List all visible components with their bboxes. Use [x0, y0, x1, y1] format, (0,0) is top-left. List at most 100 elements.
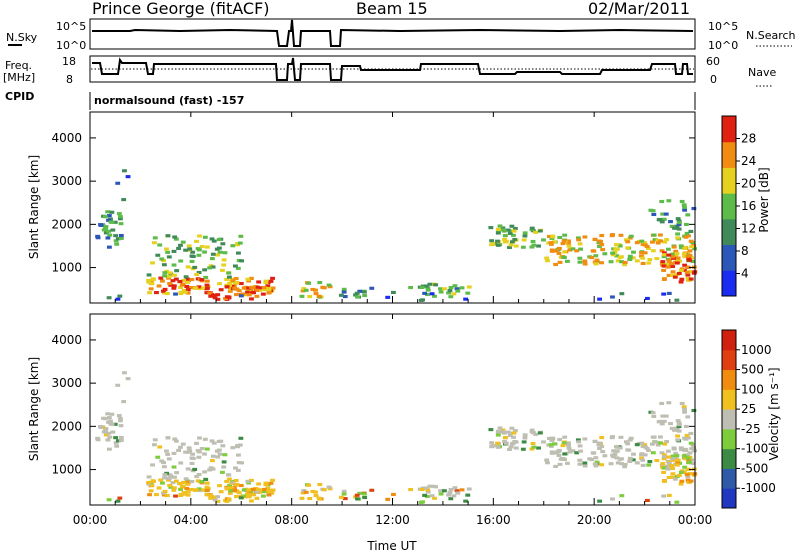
velocity-cell	[146, 475, 152, 479]
power-cell	[634, 241, 640, 245]
velocity-cell	[106, 498, 112, 502]
velocity-cell	[204, 485, 210, 489]
velocity-cell	[685, 436, 691, 440]
velocity-cell	[651, 435, 657, 439]
velocity-cell	[327, 487, 333, 491]
velocity-cell	[166, 477, 172, 481]
power-cell	[556, 251, 562, 255]
velocity-cell	[408, 487, 414, 492]
velocity-cell	[682, 465, 688, 469]
velocity-cell	[533, 432, 539, 436]
velocity-cell	[688, 441, 694, 445]
velocity-cell	[197, 488, 203, 493]
velocity-cell	[249, 493, 255, 497]
velocity-cell	[147, 493, 152, 497]
power-cell	[544, 256, 550, 260]
power-cell	[664, 262, 670, 266]
y-tick-label: 2000	[51, 217, 82, 231]
power-cell	[419, 285, 425, 290]
power-cell	[557, 235, 563, 240]
power-cell	[354, 291, 360, 295]
velocity-cell	[171, 451, 177, 455]
velocity-cell	[265, 486, 271, 490]
velocity-cell	[668, 422, 673, 426]
power-cell	[200, 286, 206, 290]
velocity-cell	[512, 428, 518, 433]
power-cell	[537, 229, 543, 233]
power-cell	[688, 239, 694, 243]
power-cell	[167, 281, 173, 286]
velocity-cell	[149, 483, 155, 487]
power-cell	[550, 235, 556, 239]
power-cell	[197, 234, 202, 238]
power-cell	[239, 259, 244, 263]
power-cell	[147, 291, 152, 295]
power-cell	[105, 236, 111, 240]
velocity-cell	[216, 439, 222, 444]
velocity-cell	[209, 459, 215, 463]
power-cell	[495, 239, 500, 243]
velocity-cell	[512, 439, 518, 444]
velocity-cell	[106, 416, 112, 420]
power-cell	[342, 295, 348, 299]
power-cell	[192, 286, 198, 290]
power-cell	[619, 292, 625, 296]
velocity-cell	[185, 490, 191, 494]
velocity-cell	[429, 494, 435, 498]
velocity-cell	[196, 472, 202, 477]
colorbar-swatch	[722, 193, 736, 220]
power-cell	[152, 241, 157, 245]
velocity-cell	[679, 448, 684, 452]
velocity-cell	[203, 477, 209, 481]
velocity-cell	[189, 456, 195, 460]
power-cell	[189, 259, 195, 263]
cpid-value: normalsound (fast) -157	[94, 94, 244, 107]
power-cell	[500, 226, 506, 230]
power-cell	[454, 287, 460, 291]
power-cell	[521, 238, 527, 242]
velocity-cell	[661, 419, 667, 423]
power-cell	[617, 244, 623, 248]
freq-trace	[92, 57, 693, 81]
velocity-cell	[268, 481, 274, 485]
power-cell	[615, 259, 621, 263]
velocity-cell	[353, 495, 358, 499]
velocity-cell	[250, 487, 256, 492]
velocity-cell	[691, 408, 697, 413]
power-cell	[118, 234, 124, 238]
power-cell	[266, 286, 272, 291]
velocity-cell	[167, 483, 173, 488]
velocity-cell	[652, 440, 658, 444]
power-cell	[159, 279, 165, 283]
velocity-cell	[187, 449, 193, 453]
power-cell	[547, 234, 552, 239]
power-cell	[268, 279, 274, 283]
velocity-cell	[592, 439, 598, 443]
power-cell	[172, 273, 177, 277]
power-cell	[226, 295, 232, 299]
velocity-cell	[685, 415, 691, 419]
velocity-cell	[114, 444, 120, 448]
velocity-cell	[162, 473, 168, 477]
velocity-cell	[508, 445, 514, 449]
power-cell	[117, 217, 123, 221]
velocity-cell	[503, 441, 509, 445]
power-cell	[217, 282, 222, 286]
power-cell	[184, 284, 190, 289]
velocity-cell	[165, 452, 171, 456]
velocity-cell	[549, 450, 555, 454]
power-cell	[684, 271, 690, 275]
colorbar-tick-label: 1000	[741, 343, 772, 357]
velocity-colorbar-label: Velocity [m s⁻¹]	[767, 367, 781, 460]
power-cell	[660, 212, 666, 216]
power-cell	[511, 233, 516, 237]
velocity-cell	[117, 496, 123, 500]
power-cell	[651, 233, 657, 237]
velocity-cell	[684, 433, 690, 437]
velocity-cell	[391, 492, 396, 497]
power-cell	[529, 226, 535, 230]
power-cell	[207, 266, 213, 270]
velocity-cell	[115, 439, 121, 443]
power-cell	[204, 283, 210, 287]
power-cell	[513, 244, 519, 248]
